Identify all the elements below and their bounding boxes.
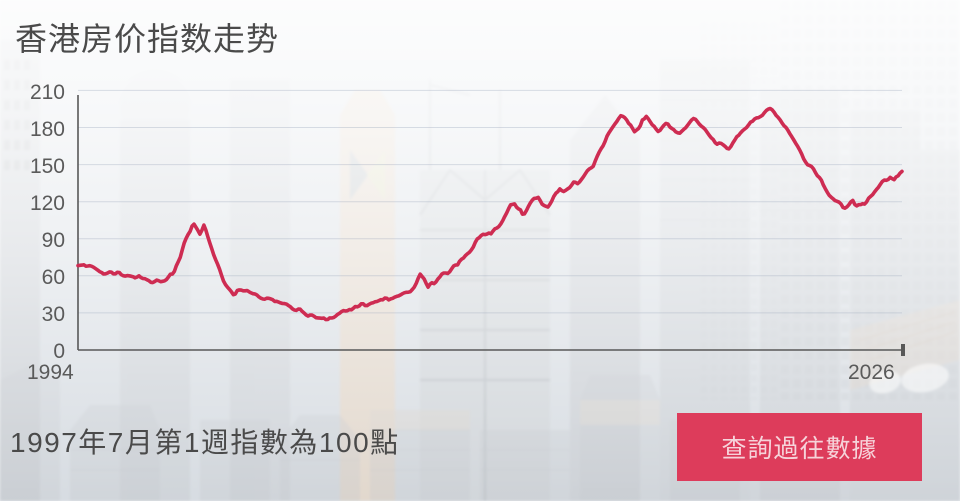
svg-text:180: 180 xyxy=(30,118,65,141)
svg-text:210: 210 xyxy=(30,81,65,104)
svg-text:0: 0 xyxy=(53,340,65,363)
svg-text:120: 120 xyxy=(30,192,65,215)
svg-text:90: 90 xyxy=(42,229,65,252)
svg-text:150: 150 xyxy=(30,155,65,178)
svg-text:30: 30 xyxy=(42,303,65,326)
svg-text:1994: 1994 xyxy=(27,361,74,384)
svg-text:2026: 2026 xyxy=(848,361,895,384)
svg-text:60: 60 xyxy=(42,266,65,289)
